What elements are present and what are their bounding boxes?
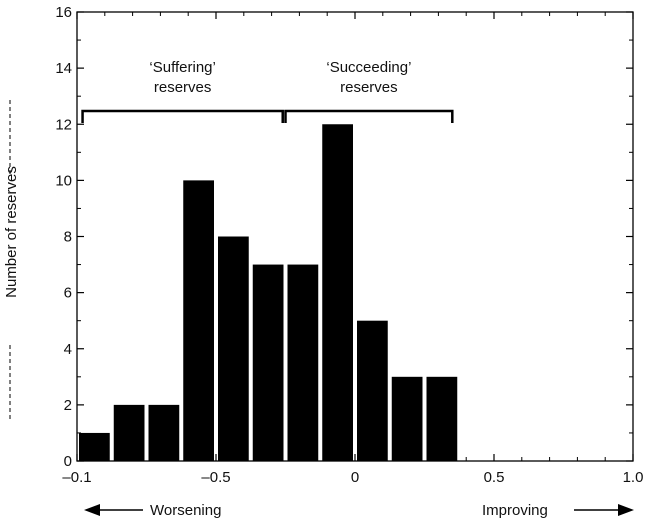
- bracket-0: [83, 111, 283, 123]
- x-tick-label-2: 0: [351, 469, 359, 486]
- bar-1: [114, 405, 145, 461]
- bar-2: [149, 405, 180, 461]
- brackets-group: ‘Suffering’ reserves ‘Succeeding’ reserves: [83, 59, 453, 123]
- left-arrow-icon: [84, 504, 100, 516]
- bracket-label-1-line1: ‘Succeeding’: [326, 59, 411, 76]
- right-arrow-icon: [618, 504, 634, 516]
- worsening-label: Worsening: [150, 502, 221, 519]
- y-tick-label-2: 4: [64, 341, 72, 358]
- y-tick-label-4: 8: [64, 229, 72, 246]
- improving-indicator: Improving: [482, 502, 634, 519]
- y-tick-label-0: 0: [64, 453, 72, 470]
- bars-group: [79, 124, 457, 461]
- improving-label: Improving: [482, 502, 548, 519]
- x-tick-label-4: 1.0: [623, 469, 644, 486]
- y-tick-label-1: 2: [64, 397, 72, 414]
- bar-5: [253, 265, 284, 461]
- bar-0: [79, 433, 110, 461]
- y-tick-label-5: 10: [55, 172, 72, 189]
- bar-8: [357, 321, 388, 461]
- y-tick-label-6: 12: [55, 116, 72, 133]
- y-tick-label-8: 16: [55, 4, 72, 21]
- y-tick-label-7: 14: [55, 60, 72, 77]
- bracket-label-1-line2: reserves: [340, 79, 398, 96]
- bracket-label-0-line2: reserves: [154, 79, 212, 96]
- y-tick-label-3: 6: [64, 285, 72, 302]
- bar-10: [427, 377, 458, 461]
- x-tick-label-0: –0.1: [62, 469, 91, 486]
- bracket-label-0-line1: ‘Suffering’: [149, 59, 215, 76]
- bar-9: [392, 377, 423, 461]
- worsening-indicator: Worsening: [84, 502, 221, 519]
- bar-6: [288, 265, 319, 461]
- bar-3: [183, 180, 214, 461]
- bar-7: [322, 124, 353, 461]
- x-tick-label-3: 0.5: [484, 469, 505, 486]
- bar-4: [218, 237, 249, 462]
- bracket-1: [286, 111, 453, 123]
- x-tick-label-1: –0.5: [201, 469, 230, 486]
- y-axis-title: Number of reserves: [3, 166, 20, 298]
